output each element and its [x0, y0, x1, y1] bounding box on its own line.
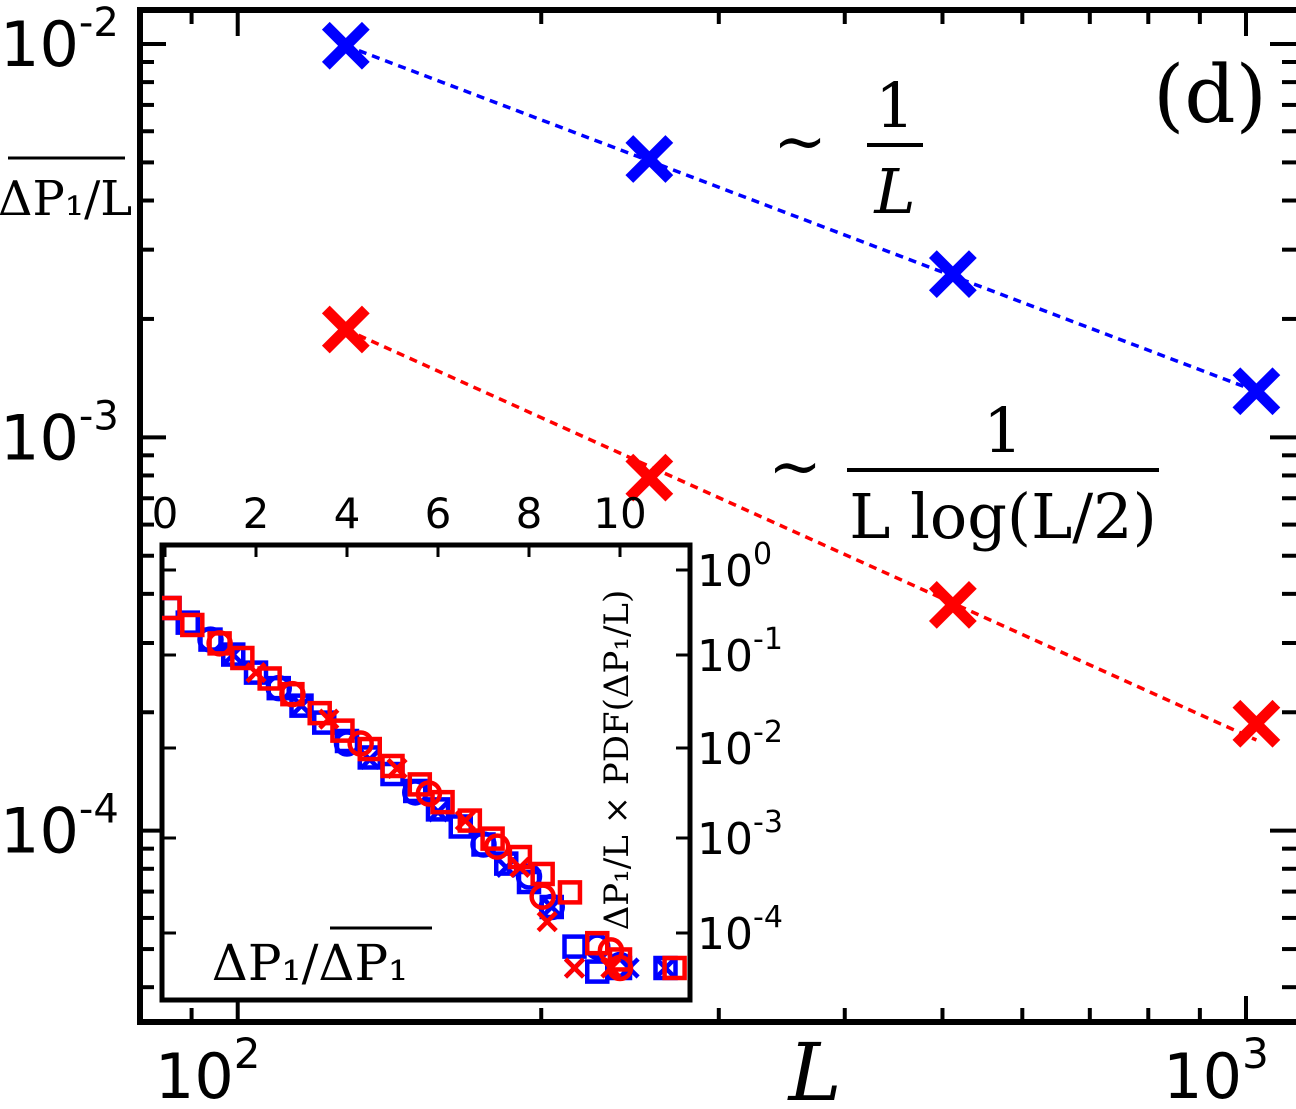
inset-plot: 0 2 4 6 8 10 100 10-1 10-2 10-3 10-4 ΔP₁/ΔP₁ ΔP₁/L ×… [152, 489, 783, 1003]
tilde: ~ [768, 430, 822, 504]
denominator: L [873, 155, 915, 228]
red-squares-point [230, 645, 255, 671]
red-circles-point [529, 883, 556, 910]
x-tick-label: 102 [155, 1029, 261, 1109]
inset-y-tick-label: 10-4 [697, 900, 783, 960]
red-crosses-point [600, 957, 622, 979]
panel-label: (d) [1153, 48, 1267, 141]
blue-point [1232, 367, 1281, 416]
y-tick-label: 10-3 [0, 393, 119, 474]
red-squares-point [162, 595, 182, 621]
red-squares-point [307, 700, 332, 726]
red-crosses-point [245, 662, 267, 684]
inset-x-tick-label: 6 [425, 489, 452, 538]
denominator: L log(L/2) [849, 480, 1157, 553]
x-axis-label: L [786, 1026, 841, 1109]
inset-y-axis-label: ΔP₁/L × PDF(ΔP₁/L) [597, 590, 637, 931]
red-circles-point [206, 630, 233, 657]
blue-point [928, 250, 977, 298]
blue-squares-point [175, 610, 200, 635]
red-crosses-point [509, 856, 531, 878]
inset-y-tick-label: 10-2 [697, 715, 783, 775]
red-squares-point [330, 718, 355, 743]
inset-x-tick-label: 0 [152, 489, 179, 538]
red-squares-point [180, 612, 205, 638]
inset-x-tick-label: 4 [334, 489, 361, 538]
red-crosses-point [536, 911, 558, 933]
main-plot-frame [137, 7, 1296, 1025]
blue-point [625, 135, 674, 183]
red-crosses-point [318, 708, 340, 730]
red-point [1232, 699, 1281, 748]
red-squares-point [662, 955, 687, 981]
red-fit-label: ~1 L log(L/2) [768, 394, 1159, 553]
red-fit-line [345, 327, 1258, 742]
inset-x-axis-label: ΔP₁/ΔP₁ [212, 934, 408, 992]
inset-y-tick-label: 10-1 [697, 622, 783, 682]
inset-x-tick-label: 10 [593, 489, 646, 538]
red-crosses-point [563, 957, 586, 979]
red-squares-point [457, 808, 483, 833]
red-point [928, 580, 977, 629]
y-axis-label: ΔP₁/L [0, 156, 132, 227]
inset-x-tick-label: 8 [516, 489, 543, 538]
y-axis-label-text: ΔP₁/L [0, 171, 132, 227]
inset-y-tick-label: 100 [697, 537, 772, 597]
x-tick-label: 103 [1163, 1029, 1269, 1109]
red-crosses-point [454, 809, 476, 832]
blue-squares-point [243, 660, 269, 685]
numerator: 1 [983, 394, 1022, 467]
red-circles-point [415, 780, 443, 807]
blue-fit-line [345, 44, 1258, 393]
blue-fit-label: ~1 L [773, 69, 923, 228]
red-squares-point [585, 930, 610, 956]
red-point [625, 453, 674, 502]
blue-point [321, 21, 370, 70]
inset-y-tick-label: 10-3 [697, 805, 783, 865]
tilde: ~ [773, 105, 827, 179]
red-circles-point [347, 730, 374, 757]
inset-x-tick-label: 2 [243, 489, 270, 538]
inset-markers [162, 595, 687, 984]
numerator: 1 [875, 69, 914, 142]
y-tick-label: 10-4 [0, 787, 119, 868]
red-crosses-point [386, 757, 408, 780]
red-circles-point [483, 833, 511, 860]
red-squares-point [557, 880, 583, 905]
y-tick-label: 10-2 [0, 0, 119, 81]
red-circles-point [279, 680, 306, 708]
red-point [321, 305, 370, 354]
